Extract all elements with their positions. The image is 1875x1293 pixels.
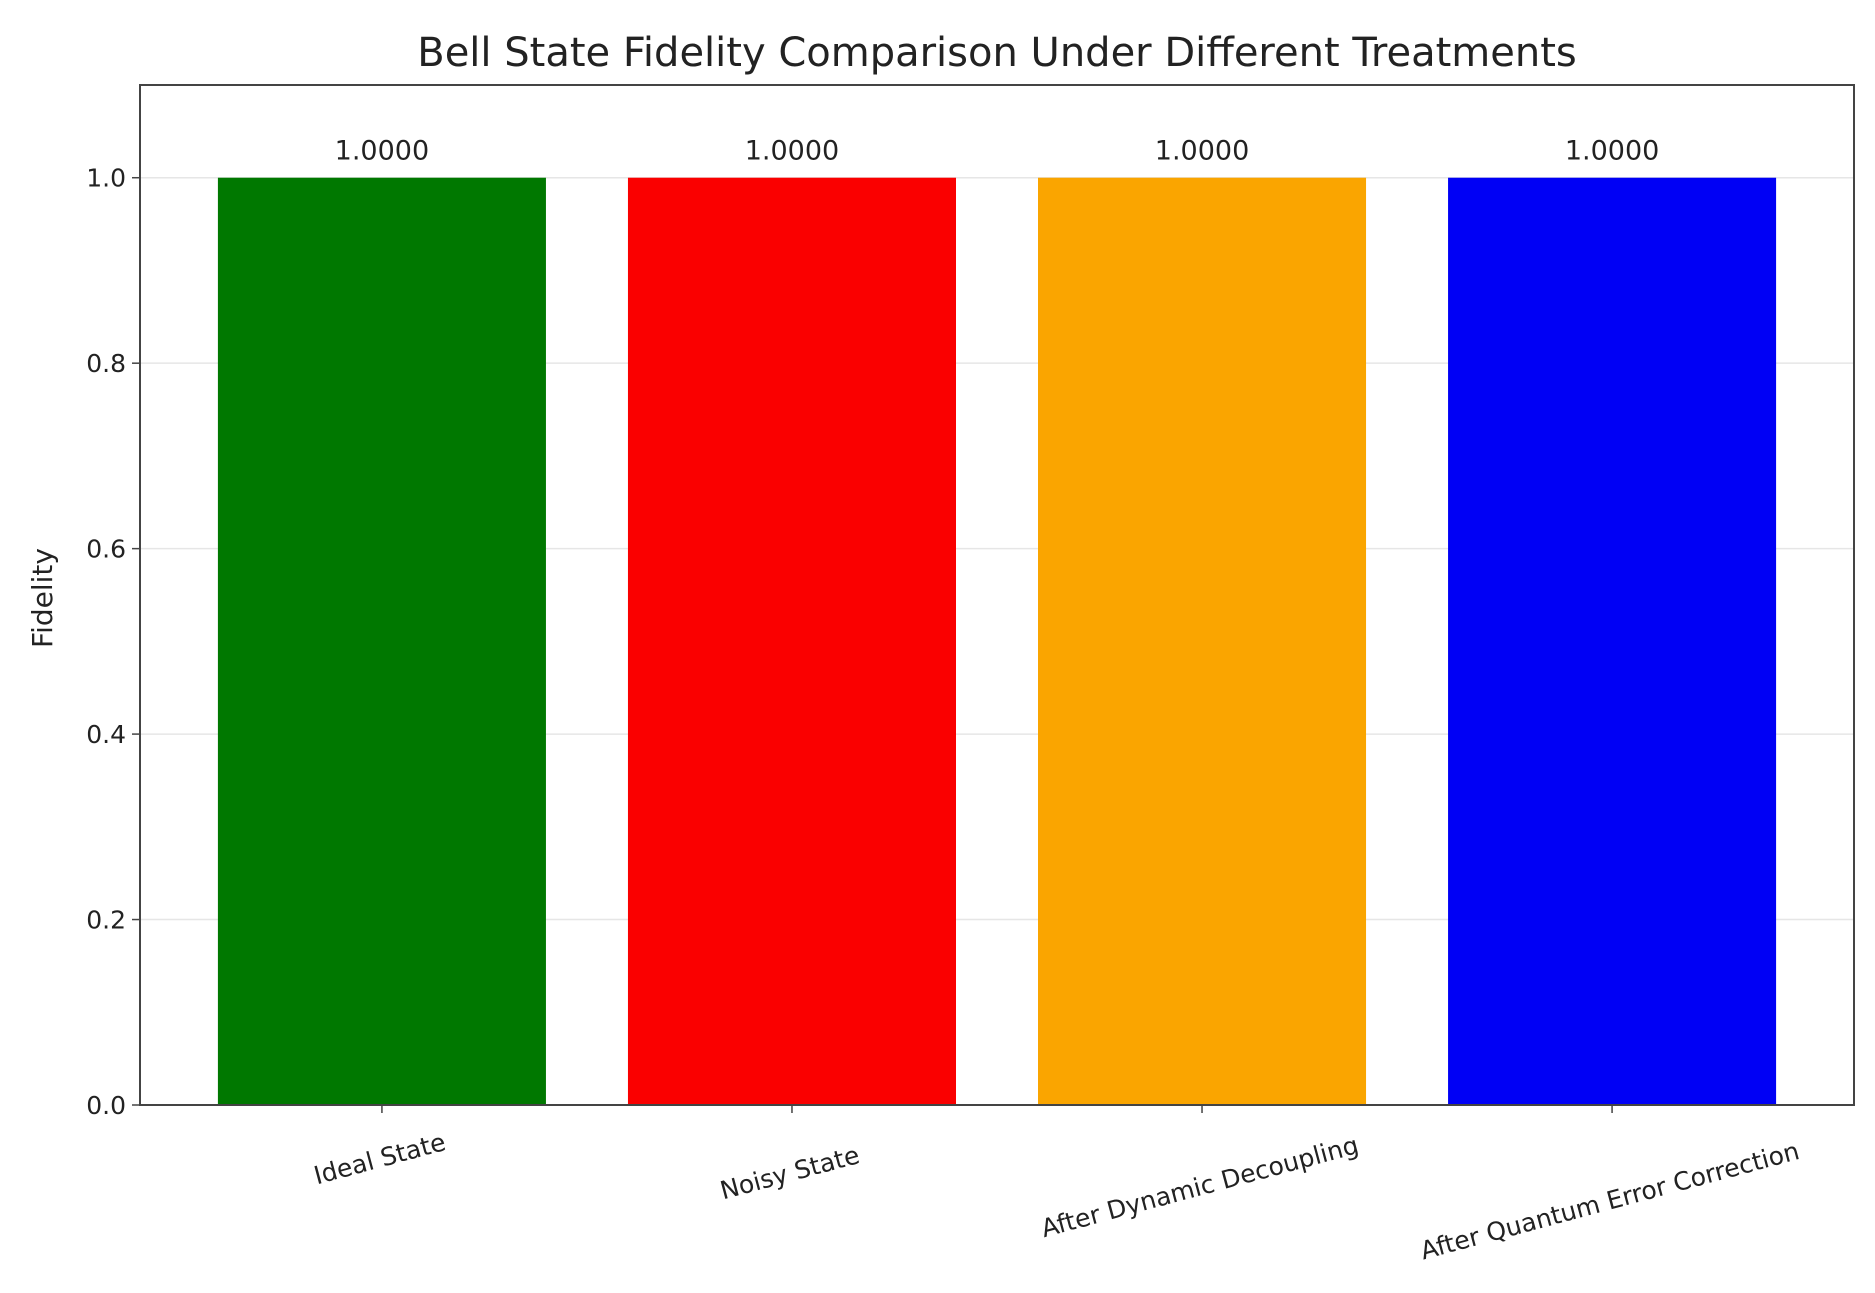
y-tick-label: 0.0 bbox=[86, 1091, 126, 1120]
y-tick-label: 1.0 bbox=[86, 164, 126, 193]
plot-frame bbox=[139, 84, 1855, 1106]
y-tick-label: 0.2 bbox=[86, 906, 126, 935]
bar-4 bbox=[1448, 177, 1777, 1105]
bar-1 bbox=[217, 177, 546, 1105]
bar-value-label: 1.0000 bbox=[1565, 136, 1659, 167]
x-tick-label: Noisy State bbox=[717, 1140, 863, 1205]
y-tick-label: 0.8 bbox=[86, 349, 126, 378]
y-tick-label: 0.4 bbox=[86, 720, 126, 749]
bar-2 bbox=[627, 177, 956, 1105]
bar-value-label: 1.0000 bbox=[1155, 136, 1249, 167]
bar-value-label: 1.0000 bbox=[745, 136, 839, 167]
bar-3 bbox=[1038, 177, 1367, 1105]
x-tick-label: Ideal State bbox=[311, 1127, 449, 1190]
x-tick-label: After Dynamic Decoupling bbox=[1038, 1130, 1362, 1243]
y-tick-label: 0.6 bbox=[86, 535, 126, 564]
x-tick-label: After Quantum Error Correction bbox=[1417, 1136, 1802, 1265]
chart-title: Bell State Fidelity Comparison Under Dif… bbox=[417, 30, 1576, 76]
y-axis-label: Fidelity bbox=[26, 548, 59, 648]
bar-value-label: 1.0000 bbox=[335, 136, 429, 167]
